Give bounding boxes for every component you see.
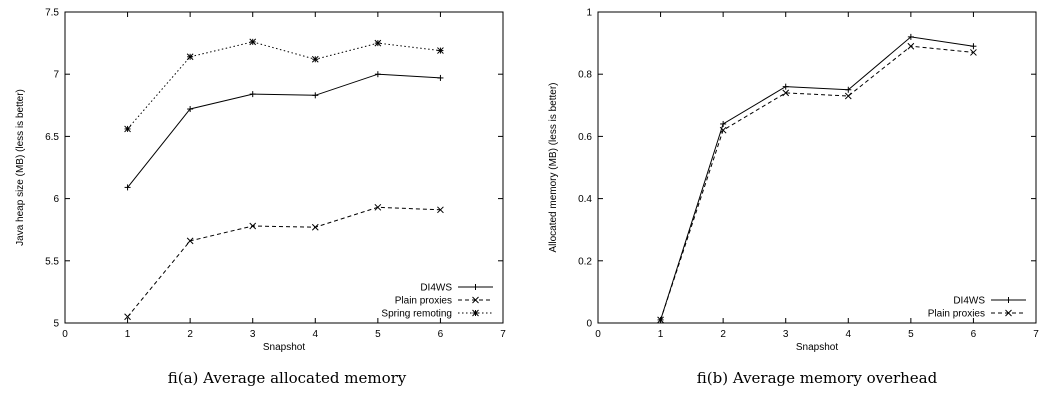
data-point-plain-proxies [311,223,319,231]
data-point-spring-remoting [311,55,319,63]
x-tick-label: 5 [375,329,381,340]
y-tick-label: 1 [586,8,592,19]
y-tick-label: 5 [53,319,59,330]
y-tick-label: 6.5 [45,132,59,143]
data-point-plain-proxies [657,316,664,324]
x-tick-label: 7 [500,329,506,340]
x-tick-label: 1 [125,329,131,340]
data-point-plain-proxies [970,49,977,56]
x-tick-label: 5 [908,329,914,340]
legend-marker-plain-proxies [1005,309,1012,317]
data-point-spring-remoting [437,47,444,54]
x-tick-label: 2 [720,329,726,340]
legend-label-plain-proxies: Plain proxies [395,296,452,307]
y-tick-label: 0 [586,319,592,330]
data-point-spring-remoting [186,53,194,61]
plot-frame [597,11,1037,324]
series-line-plain-proxies [127,206,441,318]
legend-label-spring-remoting: Spring remoting [381,309,452,320]
data-point-spring-remoting [249,38,257,46]
x-tick-label: 3 [783,329,789,340]
data-point-plain-proxies [249,222,257,230]
y-tick-label: 5.5 [45,256,59,267]
data-point-plain-proxies [844,92,852,100]
y-axis-label: Allocated memory (MB) (less is better) [548,82,559,252]
x-tick-label: 0 [62,329,68,340]
data-point-plain-proxies [907,42,915,50]
chart-average-memory-overhead: 0 1 2 3 4 5 6 7 0 0.2 0.4 0.6 0.8 1 Snapshot Allocated … [548,8,1039,354]
plot-frame [64,11,504,324]
y-tick-label: 7.5 [45,8,59,19]
x-tick-label: 4 [313,329,319,340]
x-tick-label: 1 [658,329,664,340]
series-line-spring-remoting [127,41,441,130]
data-point-spring-remoting [374,39,382,47]
x-tick-label: 7 [1033,329,1039,340]
data-point-plain-proxies [186,237,194,245]
x-axis-label: Snapshot [796,342,838,353]
legend-label-di4ws: DI4WS [953,296,985,307]
y-axis-label: Java heap size (MB) (less is better) [15,89,26,246]
data-point-spring-remoting [124,125,131,133]
x-tick-label: 0 [595,329,601,340]
caption-b: ﬁ(b) Average memory overhead [697,369,938,387]
data-point-plain-proxies [124,313,131,321]
x-tick-label: 3 [250,329,256,340]
legend-marker-spring-remoting [472,309,479,317]
series-line-di4ws [127,73,441,188]
data-point-plain-proxies [437,206,444,214]
y-tick-label: 7 [53,70,59,81]
y-tick-label: 0.4 [578,194,592,205]
chart-average-allocated-memory: 0 1 2 3 4 5 6 7 5 5.5 6 6.5 7 7.5 Snapshot Java heap si… [15,8,506,354]
data-point-plain-proxies [782,89,790,97]
y-tick-label: 0.2 [578,256,592,267]
legend-label-di4ws: DI4WS [420,283,452,294]
x-tick-label: 4 [846,329,852,340]
legend-label-plain-proxies: Plain proxies [928,309,985,320]
data-point-plain-proxies [719,126,727,134]
x-tick-label: 6 [971,329,977,340]
series-line-di4ws [660,36,974,321]
y-tick-label: 0.6 [578,132,592,143]
x-axis-label: Snapshot [263,342,305,353]
legend-marker-plain-proxies [472,296,479,304]
series-line-plain-proxies [660,45,974,321]
data-point-plain-proxies [374,203,382,211]
caption-a: ﬁ(a) Average allocated memory [168,369,407,387]
x-tick-label: 6 [438,329,444,340]
x-tick-label: 2 [187,329,193,340]
y-tick-label: 0.8 [578,70,592,81]
y-tick-label: 6 [53,194,59,205]
